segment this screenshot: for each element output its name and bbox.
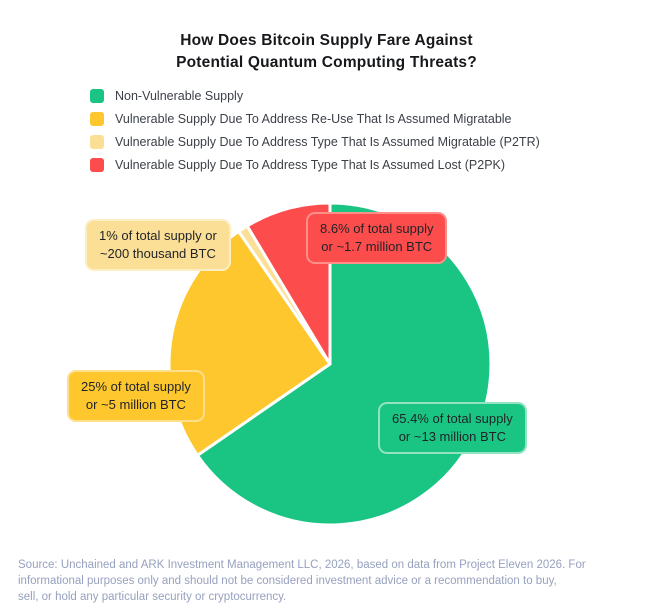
callout-line: 8.6% of total supply [320,221,434,236]
legend-item-label: Non-Vulnerable Supply [115,88,244,103]
source-note-line: Source: Unchained and ARK Investment Man… [18,559,586,571]
callout-line: 65.4% of total supply [392,411,513,426]
chart-title-line-1: How Does Bitcoin Supply Fare Against [180,32,473,49]
legend-item-label: Vulnerable Supply Due To Address Type Th… [115,157,506,172]
source-note-line: sell, or hold any particular security or… [18,591,287,603]
legend-swatch-green [90,88,104,103]
callout-p2tr-1-percent: 1% of total supply or ~200 thousand BTC [85,219,231,271]
chart-title-line-2: Potential Quantum Computing Threats? [176,54,477,71]
callout-line: or ~13 million BTC [398,429,506,444]
legend-item-label: Vulnerable Supply Due To Address Type Th… [115,134,540,149]
chart-title: How Does Bitcoin Supply Fare Against Pot… [0,30,653,74]
legend-item-p2pk-lost: Vulnerable Supply Due To Address Type Th… [90,153,540,176]
callout-non-vulnerable-65-4-percent: 65.4% of total supply or ~13 million BTC [378,402,527,454]
callout-line: or ~5 million BTC [85,397,186,412]
callout-line: ~200 thousand BTC [99,246,216,261]
legend-item-label: Vulnerable Supply Due To Address Re-Use … [115,111,512,126]
chart-legend: Non-Vulnerable Supply Vulnerable Supply … [90,84,540,176]
source-note-line: informational purposes only and should n… [18,575,557,587]
legend-swatch-gold [90,111,104,126]
callout-line: or ~1.7 million BTC [321,239,433,254]
legend-item-p2tr-migratable: Vulnerable Supply Due To Address Type Th… [90,130,540,153]
legend-item-non-vulnerable: Non-Vulnerable Supply [90,84,540,107]
callout-line: 1% of total supply or [99,228,217,243]
legend-swatch-pale-yellow [90,134,104,149]
callout-line: 25% of total supply [81,379,191,394]
callout-reuse-25-percent: 25% of total supply or ~5 million BTC [67,370,205,422]
source-note: Source: Unchained and ARK Investment Man… [18,557,586,605]
callout-p2pk-8-6-percent: 8.6% of total supply or ~1.7 million BTC [306,212,448,264]
legend-swatch-red [90,157,104,172]
legend-item-reuse-migratable: Vulnerable Supply Due To Address Re-Use … [90,107,540,130]
